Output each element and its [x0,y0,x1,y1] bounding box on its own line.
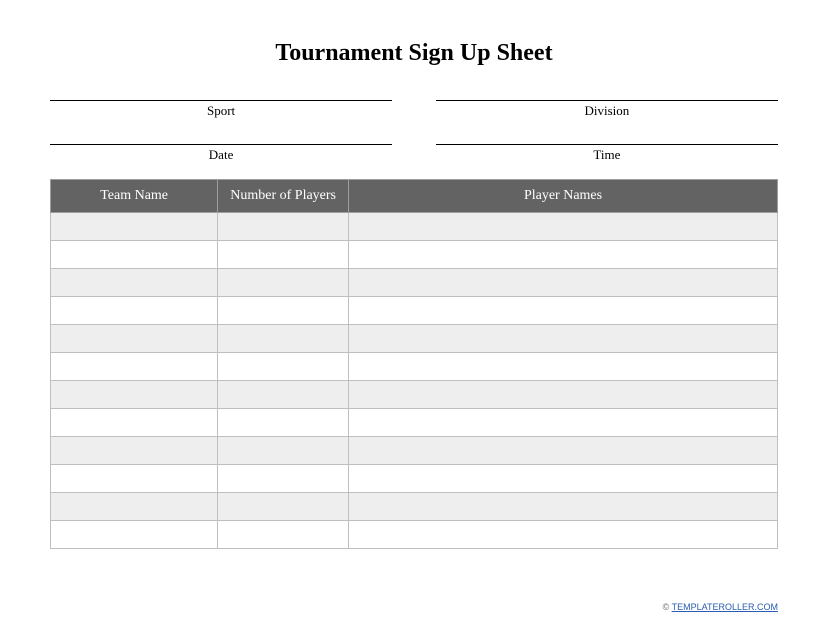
table-row [51,325,778,353]
cell-num[interactable] [218,241,349,269]
cell-num[interactable] [218,297,349,325]
field-date-line[interactable] [50,129,392,145]
cell-team[interactable] [51,269,218,297]
page-title: Tournament Sign Up Sheet [50,40,778,67]
cell-num[interactable] [218,409,349,437]
cell-team[interactable] [51,437,218,465]
table-row [51,437,778,465]
field-sport-label: Sport [50,103,392,119]
field-date: Date [50,129,392,163]
fields-row-1: Sport Division [50,85,778,119]
copyright-icon: © [663,602,670,612]
cell-players[interactable] [349,437,778,465]
cell-players[interactable] [349,409,778,437]
cell-players[interactable] [349,241,778,269]
field-time: Time [436,129,778,163]
cell-players[interactable] [349,465,778,493]
cell-num[interactable] [218,381,349,409]
field-date-label: Date [50,147,392,163]
field-sport: Sport [50,85,392,119]
cell-team[interactable] [51,493,218,521]
field-time-label: Time [436,147,778,163]
col-header-player-names: Player Names [349,180,778,213]
cell-team[interactable] [51,241,218,269]
cell-players[interactable] [349,297,778,325]
cell-players[interactable] [349,521,778,549]
cell-team[interactable] [51,521,218,549]
field-division: Division [436,85,778,119]
cell-team[interactable] [51,325,218,353]
cell-num[interactable] [218,213,349,241]
field-division-line[interactable] [436,85,778,101]
cell-players[interactable] [349,493,778,521]
cell-team[interactable] [51,381,218,409]
cell-players[interactable] [349,213,778,241]
table-row [51,381,778,409]
cell-num[interactable] [218,465,349,493]
footer-link[interactable]: TEMPLATEROLLER.COM [672,602,778,612]
cell-num[interactable] [218,437,349,465]
fields-row-2: Date Time [50,129,778,163]
signup-sheet-page: Tournament Sign Up Sheet Sport Division … [0,0,828,569]
table-row [51,213,778,241]
table-row [51,409,778,437]
table-header-row: Team Name Number of Players Player Names [51,180,778,213]
cell-team[interactable] [51,409,218,437]
cell-players[interactable] [349,269,778,297]
cell-num[interactable] [218,269,349,297]
col-header-num-players: Number of Players [218,180,349,213]
signup-table: Team Name Number of Players Player Names [50,179,778,549]
cell-num[interactable] [218,353,349,381]
cell-players[interactable] [349,353,778,381]
cell-team[interactable] [51,353,218,381]
cell-num[interactable] [218,521,349,549]
field-time-line[interactable] [436,129,778,145]
cell-team[interactable] [51,297,218,325]
table-row [51,493,778,521]
footer: © TEMPLATEROLLER.COM [663,602,778,612]
cell-players[interactable] [349,325,778,353]
col-header-team-name: Team Name [51,180,218,213]
signup-table-wrap: Team Name Number of Players Player Names [50,179,778,549]
table-body [51,213,778,549]
table-row [51,297,778,325]
cell-team[interactable] [51,465,218,493]
field-sport-line[interactable] [50,85,392,101]
cell-players[interactable] [349,381,778,409]
field-division-label: Division [436,103,778,119]
cell-num[interactable] [218,493,349,521]
table-row [51,241,778,269]
table-row [51,353,778,381]
table-row [51,465,778,493]
table-row [51,269,778,297]
cell-team[interactable] [51,213,218,241]
table-row [51,521,778,549]
cell-num[interactable] [218,325,349,353]
